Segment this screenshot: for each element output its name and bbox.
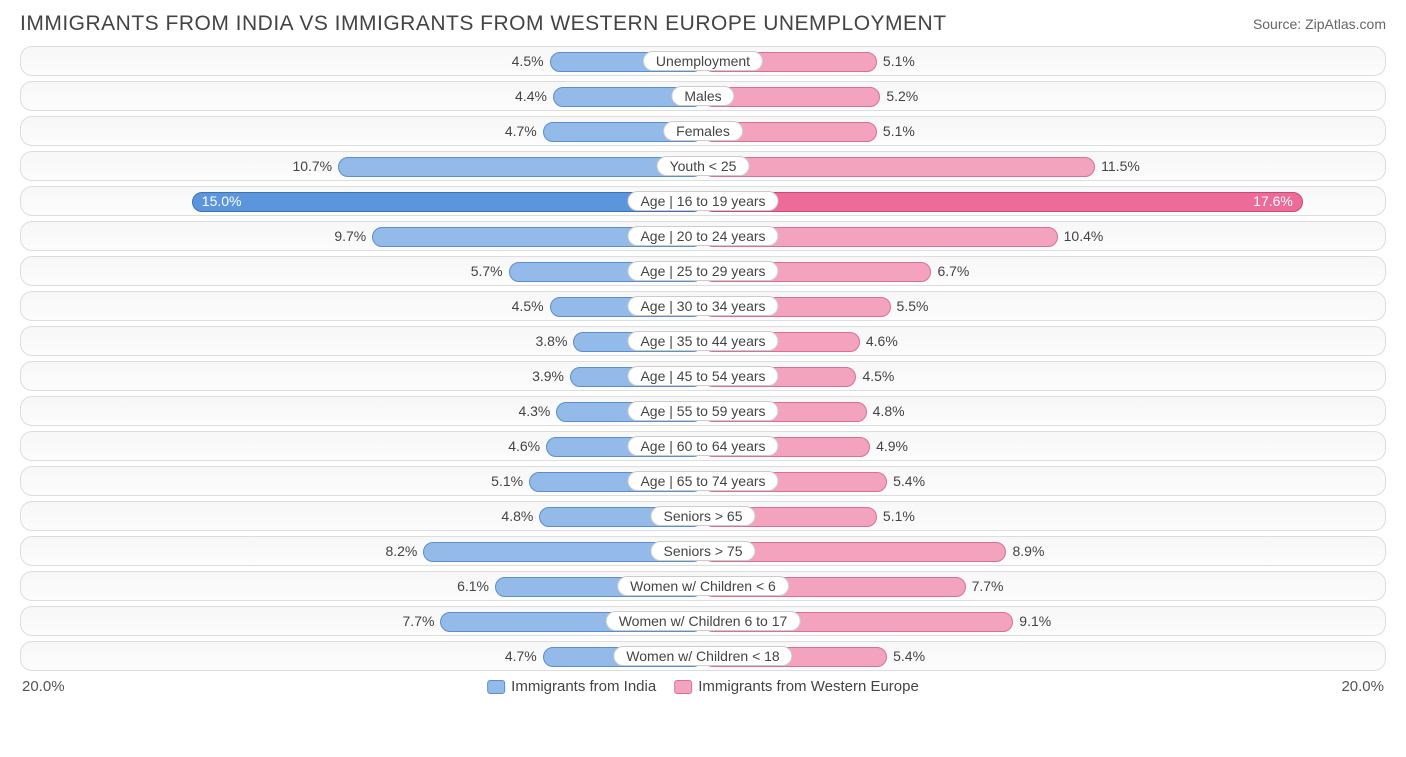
value-label-right: 5.1% (883, 53, 915, 69)
value-label-right: 5.2% (886, 88, 918, 104)
value-label-left: 5.7% (471, 263, 503, 279)
chart-row: 4.8% 5.1% Seniors > 65 (20, 501, 1386, 531)
chart-footer: 20.0% Immigrants from India Immigrants f… (0, 676, 1406, 706)
chart-row: 4.5% 5.1% Unemployment (20, 46, 1386, 76)
value-label-left: 4.6% (508, 438, 540, 454)
value-label-left: 6.1% (457, 578, 489, 594)
value-label-left: 4.8% (501, 508, 533, 524)
chart-row: 3.8% 4.6% Age | 35 to 44 years (20, 326, 1386, 356)
category-label: Age | 45 to 54 years (627, 366, 778, 386)
value-label-left: 4.3% (518, 403, 550, 419)
category-label: Women w/ Children < 18 (613, 646, 792, 666)
value-label-left: 3.9% (532, 368, 564, 384)
value-label-left: 5.1% (491, 473, 523, 489)
category-label: Age | 30 to 34 years (627, 296, 778, 316)
category-label: Seniors > 75 (651, 541, 756, 561)
value-label-left: 10.7% (292, 158, 332, 174)
value-label-right: 7.7% (972, 578, 1004, 594)
category-label: Women w/ Children 6 to 17 (606, 611, 801, 631)
value-label-left: 4.4% (515, 88, 547, 104)
chart-row: 5.7% 6.7% Age | 25 to 29 years (20, 256, 1386, 286)
value-label-right: 4.8% (873, 403, 905, 419)
bar-left (338, 157, 703, 177)
chart-row: 8.2% 8.9% Seniors > 75 (20, 536, 1386, 566)
legend-item-right: Immigrants from Western Europe (674, 678, 919, 695)
value-label-right: 11.5% (1101, 158, 1140, 174)
chart-row: 4.7% 5.1% Females (20, 116, 1386, 146)
legend: Immigrants from India Immigrants from We… (487, 678, 919, 695)
bar-left (192, 192, 704, 212)
value-label-right: 17.6% (1253, 193, 1293, 209)
legend-label-right: Immigrants from Western Europe (698, 678, 919, 695)
chart-row: 4.5% 5.5% Age | 30 to 34 years (20, 291, 1386, 321)
value-label-left: 4.7% (505, 123, 537, 139)
value-label-right: 5.4% (893, 648, 925, 664)
bar-right (703, 157, 1095, 177)
category-label: Females (663, 121, 743, 141)
value-label-left: 4.7% (505, 648, 537, 664)
value-label-right: 8.9% (1012, 543, 1044, 559)
category-label: Women w/ Children < 6 (617, 576, 789, 596)
legend-label-left: Immigrants from India (511, 678, 656, 695)
chart-row: 4.4% 5.2% Males (20, 81, 1386, 111)
value-label-left: 8.2% (385, 543, 417, 559)
legend-item-left: Immigrants from India (487, 678, 656, 695)
value-label-right: 4.9% (876, 438, 908, 454)
category-label: Age | 20 to 24 years (627, 226, 778, 246)
value-label-right: 5.1% (883, 508, 915, 524)
chart-row: 3.9% 4.5% Age | 45 to 54 years (20, 361, 1386, 391)
value-label-right: 4.5% (862, 368, 894, 384)
category-label: Unemployment (643, 51, 763, 71)
chart-row: 4.3% 4.8% Age | 55 to 59 years (20, 396, 1386, 426)
legend-swatch-right (674, 680, 692, 694)
category-label: Males (671, 86, 734, 106)
value-label-right: 9.1% (1019, 613, 1051, 629)
chart-title: IMMIGRANTS FROM INDIA VS IMMIGRANTS FROM… (20, 12, 947, 36)
value-label-left: 9.7% (334, 228, 366, 244)
value-label-right: 5.1% (883, 123, 915, 139)
chart-row: 4.6% 4.9% Age | 60 to 64 years (20, 431, 1386, 461)
chart-area: 4.5% 5.1% Unemployment 4.4% 5.2% Males 4.7% 5.1… (0, 44, 1406, 671)
value-label-left: 3.8% (536, 333, 568, 349)
value-label-right: 5.5% (897, 298, 929, 314)
value-label-left: 7.7% (403, 613, 435, 629)
category-label: Age | 65 to 74 years (627, 471, 778, 491)
category-label: Age | 16 to 19 years (627, 191, 778, 211)
category-label: Youth < 25 (657, 156, 750, 176)
chart-source: Source: ZipAtlas.com (1253, 16, 1386, 32)
chart-row: 7.7% 9.1% Women w/ Children 6 to 17 (20, 606, 1386, 636)
category-label: Seniors > 65 (651, 506, 756, 526)
value-label-left: 4.5% (512, 53, 544, 69)
category-label: Age | 35 to 44 years (627, 331, 778, 351)
value-label-right: 10.4% (1064, 228, 1104, 244)
chart-header: IMMIGRANTS FROM INDIA VS IMMIGRANTS FROM… (0, 0, 1406, 44)
value-label-right: 5.4% (893, 473, 925, 489)
category-label: Age | 55 to 59 years (627, 401, 778, 421)
category-label: Age | 60 to 64 years (627, 436, 778, 456)
chart-row: 10.7% 11.5% Youth < 25 (20, 151, 1386, 181)
axis-max-right: 20.0% (1341, 678, 1384, 695)
chart-row: 9.7% 10.4% Age | 20 to 24 years (20, 221, 1386, 251)
chart-row: 6.1% 7.7% Women w/ Children < 6 (20, 571, 1386, 601)
value-label-left: 4.5% (512, 298, 544, 314)
chart-row: 5.1% 5.4% Age | 65 to 74 years (20, 466, 1386, 496)
axis-max-left: 20.0% (22, 678, 65, 695)
legend-swatch-left (487, 680, 505, 694)
category-label: Age | 25 to 29 years (627, 261, 778, 281)
chart-row: 15.0% 17.6% Age | 16 to 19 years (20, 186, 1386, 216)
bar-right (703, 192, 1303, 212)
value-label-right: 6.7% (937, 263, 969, 279)
value-label-right: 4.6% (866, 333, 898, 349)
chart-row: 4.7% 5.4% Women w/ Children < 18 (20, 641, 1386, 671)
value-label-left: 15.0% (202, 193, 242, 209)
